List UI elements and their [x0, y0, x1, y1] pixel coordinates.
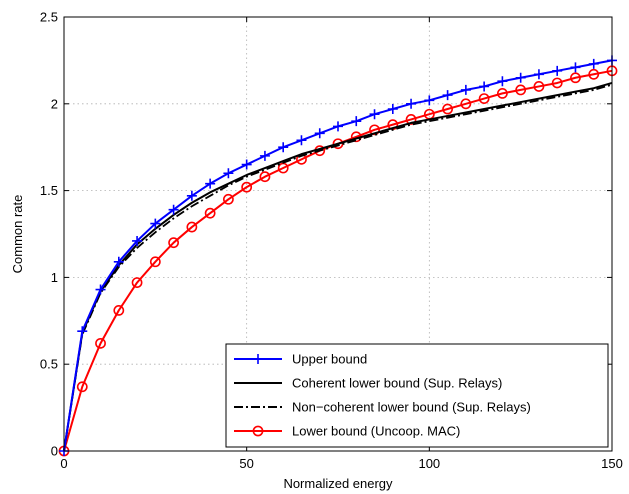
data-point-3: [204, 207, 216, 219]
data-point-3: [515, 84, 527, 96]
legend-entry: Coherent lower bound (Sup. Relays): [234, 376, 502, 391]
legend-entry: Non−coherent lower bound (Sup. Relays): [234, 400, 531, 415]
data-point-3: [259, 171, 271, 183]
data-point-0: [333, 121, 343, 132]
legend-box: [225, 343, 609, 448]
data-point-3: [496, 87, 508, 99]
data-point-0: [387, 104, 398, 115]
series-layer: [58, 55, 618, 457]
data-point-0: [186, 190, 197, 201]
data-point-0: [113, 256, 124, 267]
data-point-3: [460, 98, 472, 110]
data-point-0: [314, 128, 325, 139]
data-point-0: [424, 95, 435, 106]
legend-label: Coherent lower bound (Sup. Relays): [292, 376, 502, 391]
data-point-0: [515, 72, 526, 83]
x-tick-label: 50: [239, 456, 253, 471]
x-tick-label: 0: [60, 456, 67, 471]
y-tick-label: 1.5: [40, 183, 58, 198]
data-point-0: [150, 218, 161, 229]
data-point-0: [406, 98, 417, 109]
series-1: [63, 82, 613, 452]
series-line-1: [63, 82, 613, 452]
data-point-0: [497, 76, 508, 87]
data-point-0: [241, 159, 252, 170]
grid: [64, 17, 612, 451]
y-tick-label: 0.5: [40, 357, 58, 372]
legend-label: Non−coherent lower bound (Sup. Relays): [292, 400, 531, 415]
y-tick-label: 0: [51, 444, 58, 459]
x-axis-label: Normalized energy: [283, 476, 393, 491]
data-point-0: [588, 58, 599, 69]
data-point-0: [533, 69, 544, 80]
x-tick-label: 150: [601, 456, 623, 471]
data-point-3: [131, 277, 143, 289]
data-point-0: [168, 204, 179, 215]
y-tick-label: 2.5: [40, 10, 58, 25]
data-point-3: [149, 256, 161, 268]
data-point-3: [113, 304, 125, 316]
legend-marker-0: [253, 354, 263, 364]
legend-marker-3: [252, 425, 264, 437]
data-point-3: [533, 81, 545, 92]
y-axis-label: Common rate: [10, 195, 25, 274]
data-point-3: [222, 193, 234, 205]
legend-entry: Lower bound (Uncoop. MAC): [234, 424, 460, 439]
data-point-3: [588, 68, 600, 80]
series-0: [59, 55, 617, 456]
data-point-3: [168, 237, 179, 249]
data-point-3: [405, 114, 417, 125]
data-point-3: [76, 381, 88, 393]
data-point-0: [479, 81, 490, 92]
series-line-2: [63, 83, 613, 452]
plot-frame: [63, 16, 613, 452]
data-point-3: [551, 77, 563, 89]
data-point-3: [442, 103, 453, 115]
data-point-3: [95, 337, 106, 349]
data-point-0: [259, 150, 270, 161]
data-point-3: [369, 124, 380, 136]
data-point-0: [460, 84, 471, 95]
y-tick-label: 1: [51, 270, 58, 285]
y-tick-label: 2: [51, 96, 58, 111]
data-point-0: [351, 116, 362, 127]
data-point-0: [77, 326, 88, 337]
data-point-0: [132, 235, 143, 246]
data-point-0: [205, 178, 216, 189]
legend-label: Upper bound: [292, 352, 367, 367]
legend-label: Lower bound (Uncoop. MAC): [292, 424, 460, 439]
data-point-0: [223, 168, 234, 179]
axis-ticks: 0 50 100 150 0 0.5 1 1.5 2 2.5: [40, 10, 623, 472]
legend: Upper bound Coherent lower bound (Sup. Re…: [225, 343, 609, 448]
data-point-0: [369, 109, 380, 120]
data-point-3: [241, 181, 253, 193]
data-point-0: [278, 142, 289, 153]
data-point-0: [570, 62, 581, 73]
data-point-0: [552, 65, 563, 76]
legend-entry: Upper bound: [234, 352, 367, 367]
data-point-3: [478, 93, 490, 104]
data-point-0: [442, 90, 453, 101]
x-tick-label: 100: [418, 456, 440, 471]
series-2: [63, 83, 613, 452]
data-point-3: [570, 72, 581, 84]
data-point-0: [95, 284, 106, 295]
data-point-0: [296, 135, 307, 146]
data-point-3: [186, 221, 198, 233]
